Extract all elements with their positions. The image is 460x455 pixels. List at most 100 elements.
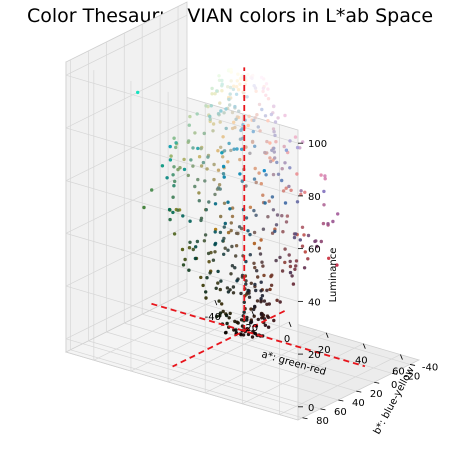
data-point (275, 298, 279, 302)
data-point (213, 230, 217, 234)
data-point (206, 155, 210, 159)
data-point (299, 189, 303, 193)
data-point (242, 310, 246, 314)
data-point (237, 225, 242, 229)
data-point (172, 232, 177, 236)
data-point (206, 251, 211, 256)
y-tick-mark (356, 390, 362, 393)
data-point (280, 167, 284, 171)
data-point (266, 119, 270, 123)
data-point (236, 88, 241, 92)
x-tick-label: -20 (242, 323, 258, 334)
y-tick-mark (392, 372, 398, 375)
data-point (187, 139, 191, 143)
data-point (319, 239, 323, 244)
data-point (171, 173, 175, 177)
data-point (295, 200, 300, 204)
data-point (271, 172, 276, 177)
data-point (275, 213, 280, 217)
data-point (212, 162, 216, 167)
data-point (261, 193, 265, 197)
y-tick-label: 60 (334, 407, 347, 418)
data-point (270, 195, 275, 199)
data-point (211, 129, 215, 133)
chart-title: Color Thesaurus VIAN colors in L*ab Spac… (27, 5, 433, 27)
z-tick-label: 20 (308, 350, 321, 361)
data-point (313, 239, 317, 244)
data-point (240, 147, 244, 151)
data-point (245, 95, 249, 99)
data-point (174, 141, 178, 145)
data-point (236, 72, 240, 76)
data-point (199, 146, 203, 151)
data-point (216, 112, 221, 116)
data-point (252, 118, 256, 123)
data-point (255, 269, 259, 273)
data-point (222, 111, 226, 115)
data-point (248, 151, 252, 155)
data-point (229, 228, 233, 233)
data-point (247, 114, 251, 119)
data-point (182, 167, 187, 172)
grid-line-x-floor (93, 299, 215, 361)
data-point (261, 89, 265, 94)
grid-line-y-floor (88, 340, 321, 410)
data-point (246, 123, 250, 128)
data-point (242, 300, 246, 304)
data-point (188, 240, 192, 244)
data-point (205, 167, 209, 171)
data-point (254, 288, 258, 293)
y-tick-mark (409, 364, 416, 366)
data-point (234, 231, 239, 235)
data-point (300, 244, 305, 248)
data-point (256, 125, 260, 129)
data-point (197, 191, 201, 195)
data-point (266, 315, 271, 320)
data-point (221, 309, 225, 314)
data-point (215, 314, 219, 319)
data-point (336, 212, 340, 216)
data-point (284, 148, 289, 152)
data-point (219, 145, 223, 149)
data-point (326, 222, 330, 226)
data-point (266, 215, 270, 219)
data-point (227, 97, 231, 102)
data-point (218, 311, 223, 315)
data-point (204, 296, 208, 300)
reference-axis-a (151, 302, 366, 368)
data-point (293, 267, 297, 271)
data-point (216, 281, 220, 285)
data-point (280, 178, 284, 183)
data-point (259, 289, 263, 293)
data-point (234, 92, 239, 97)
data-point (257, 102, 262, 107)
data-point (288, 139, 292, 143)
data-point (226, 200, 230, 204)
data-point (275, 160, 279, 165)
data-point (218, 187, 222, 191)
data-point (288, 264, 293, 269)
data-point (327, 256, 331, 260)
data-point (204, 104, 208, 108)
data-point (284, 186, 288, 190)
grid-line-z-back (65, 338, 299, 408)
data-point (253, 86, 258, 90)
data-point (322, 203, 326, 207)
data-point (263, 201, 267, 205)
grid-line-z-left (65, 67, 188, 129)
data-point (191, 164, 195, 168)
data-point (253, 116, 257, 120)
data-point (202, 131, 206, 136)
data-point (176, 208, 180, 212)
data-point (269, 283, 274, 287)
left-wall-pane (65, 1, 188, 353)
data-point (217, 183, 222, 187)
data-point (244, 282, 248, 286)
data-point (290, 274, 294, 278)
data-point (274, 223, 279, 227)
data-point (238, 172, 242, 176)
data-point (283, 161, 287, 165)
reference-axes (151, 67, 366, 368)
y-tick-mark (338, 399, 344, 402)
